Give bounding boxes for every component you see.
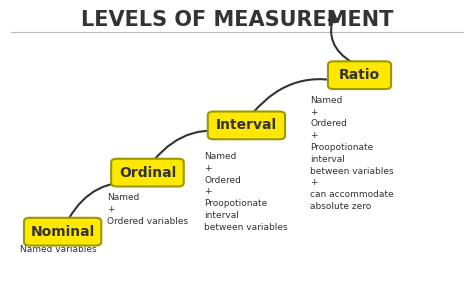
FancyBboxPatch shape <box>328 61 391 89</box>
Text: Ordinal: Ordinal <box>119 166 176 180</box>
Text: Named variables: Named variables <box>20 245 97 254</box>
FancyBboxPatch shape <box>24 218 101 246</box>
Text: Interval: Interval <box>216 118 277 132</box>
Text: LEVELS OF MEASUREMENT: LEVELS OF MEASUREMENT <box>81 10 393 30</box>
Text: Named
+
Ordered variables: Named + Ordered variables <box>108 193 189 226</box>
Text: Nominal: Nominal <box>30 225 95 239</box>
Text: Ratio: Ratio <box>339 68 380 82</box>
Text: Named
+
Ordered
+
Proopotionate
interval
between variables
+
can accommodate
abs: Named + Ordered + Proopotionate interval… <box>310 96 394 211</box>
Text: Named
+
Ordered
+
Proopotionate
interval
between variables: Named + Ordered + Proopotionate interval… <box>204 152 288 232</box>
FancyBboxPatch shape <box>111 159 184 187</box>
FancyBboxPatch shape <box>208 111 285 139</box>
